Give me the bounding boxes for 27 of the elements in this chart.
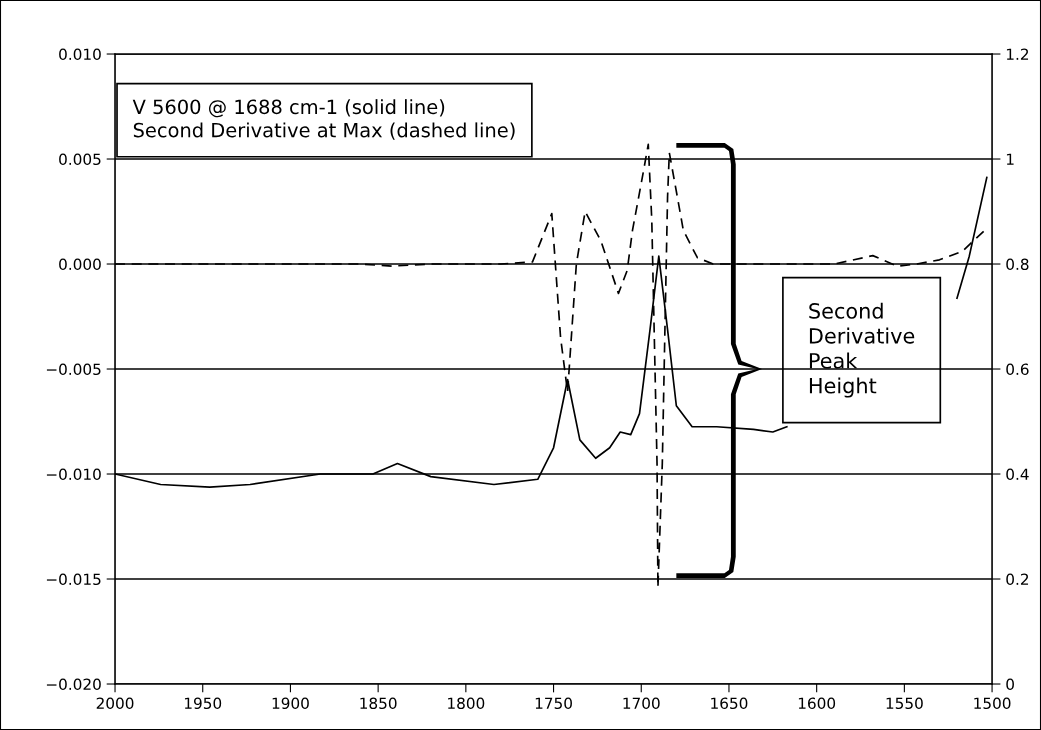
annotation: Second Derivative Peak Height (809, 302, 915, 398)
annotation: V 5600 @ 1688 cm-1 (solid line) Second Derivative at Max (dashed line) (132, 99, 515, 140)
x-tick-label: 1650 (711, 697, 748, 710)
y2-tick-label: 1.2 (1006, 48, 1029, 60)
x-tick-label: 1700 (623, 697, 660, 710)
y2-tick-label: 1 (1006, 153, 1014, 165)
y-tick-label: −0.020 (46, 678, 101, 691)
y2-tick-label: 0 (1006, 678, 1014, 691)
x-tick-label: 1800 (448, 697, 485, 710)
y2-tick-label: 0.2 (1006, 573, 1029, 586)
y-tick-label: −0.010 (46, 468, 101, 481)
x-tick-label: 2000 (96, 697, 134, 710)
x-tick-label: 1950 (184, 697, 222, 710)
x-tick-label: 1500 (974, 697, 1011, 710)
x-tick-label: 1750 (535, 697, 572, 710)
y-tick-label: −0.005 (46, 363, 101, 376)
x-tick-label: 1550 (886, 697, 923, 710)
y-tick-label: 0.005 (59, 153, 101, 166)
y-tick-label: −0.015 (46, 573, 101, 586)
y2-tick-label: 0.4 (1006, 468, 1029, 481)
y-tick-label: 0.000 (59, 258, 101, 271)
x-tick-label: 1850 (360, 697, 397, 710)
x-tick-label: 1600 (798, 697, 836, 710)
y2-tick-label: 0.6 (1006, 363, 1029, 376)
x-tick-label: 1900 (272, 697, 309, 710)
y2-tick-label: 0.8 (1006, 258, 1029, 271)
y-tick-label: 0.010 (59, 48, 101, 61)
